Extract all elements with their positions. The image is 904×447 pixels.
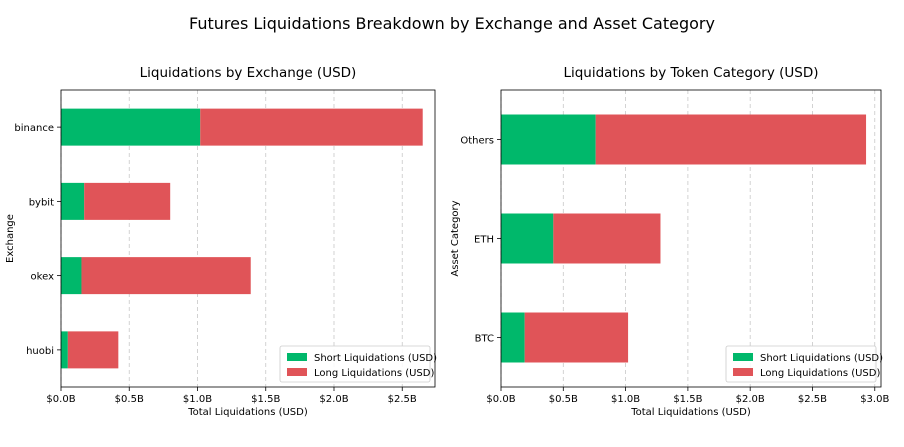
chart1-xlabel: Total Liquidations (USD)	[187, 407, 308, 418]
chart1-legend-swatch-long	[287, 368, 307, 376]
chart1-legend-box	[279, 345, 431, 383]
chart1-legend-label-short: Short Liquidations (USD)	[314, 353, 437, 364]
chart2-legend-box	[725, 345, 877, 383]
chart1-legend-label-long: Long Liquidations (USD)	[314, 368, 434, 379]
chart2-short-bar	[501, 213, 554, 264]
chart1-ytick-label: binance	[14, 123, 54, 134]
chart1-ytick-label: bybit	[29, 197, 54, 208]
chart2-long-bar	[553, 213, 661, 264]
chart1-xtick-label: $2.5B	[388, 394, 417, 405]
chart1-short-bar	[61, 257, 82, 295]
chart2-xtick-label: $3.0B	[860, 394, 889, 405]
chart2-legend-swatch-short	[733, 353, 753, 361]
chart2-ytick-label: ETH	[474, 235, 494, 246]
chart1-long-bar	[81, 257, 251, 295]
chart2-ylabel: Asset Category	[450, 200, 461, 276]
chart1-legend-swatch-short	[287, 353, 307, 361]
chart1-ytick-label: okex	[31, 272, 55, 283]
chart2-ytick-label: Others	[460, 136, 494, 147]
chart1-xtick-label: $0.5B	[115, 394, 144, 405]
chart2-legend-label-long: Long Liquidations (USD)	[760, 368, 880, 379]
chart2-legend-label-short: Short Liquidations (USD)	[760, 353, 883, 364]
chart1-plot-frame	[60, 89, 436, 388]
chart2-xtick-label: $1.0B	[611, 394, 640, 405]
chart2-title: Liquidations by Token Category (USD)	[563, 65, 818, 81]
chart2-xtick-label: $2.5B	[798, 394, 827, 405]
chart1-short-bar	[61, 331, 68, 369]
chart1-short-bar	[61, 108, 201, 146]
chart2-plot-frame	[500, 89, 882, 388]
chart2-xtick-label: $2.0B	[736, 394, 765, 405]
chart1-title: Liquidations by Exchange (USD)	[140, 65, 357, 81]
chart2-short-bar	[501, 312, 525, 363]
chart2-long-bar	[524, 312, 629, 363]
chart1-xtick-label: $0.0B	[46, 394, 75, 405]
chart2-xtick-label: $0.5B	[549, 394, 578, 405]
chart2-short-bar	[501, 114, 596, 165]
chart2-legend-swatch-long	[733, 368, 753, 376]
chart2-xlabel: Total Liquidations (USD)	[630, 407, 751, 418]
chart1-long-bar	[84, 182, 171, 220]
figure-title: Futures Liquidations Breakdown by Exchan…	[189, 14, 715, 33]
chart2-xtick-label: $1.5B	[673, 394, 702, 405]
chart1-ytick-label: huobi	[26, 346, 54, 357]
chart2-long-bar	[595, 114, 867, 165]
chart1-short-bar	[61, 182, 85, 220]
chart1-long-bar	[200, 108, 423, 146]
chart2-ytick-label: BTC	[475, 334, 494, 345]
chart2-xtick-label: $0.0B	[486, 394, 515, 405]
chart1-xtick-label: $1.5B	[251, 394, 280, 405]
chart1-xtick-label: $1.0B	[183, 394, 212, 405]
chart1-ylabel: Exchange	[5, 214, 16, 263]
chart1-long-bar	[67, 331, 119, 369]
chart1-xtick-label: $2.0B	[319, 394, 348, 405]
